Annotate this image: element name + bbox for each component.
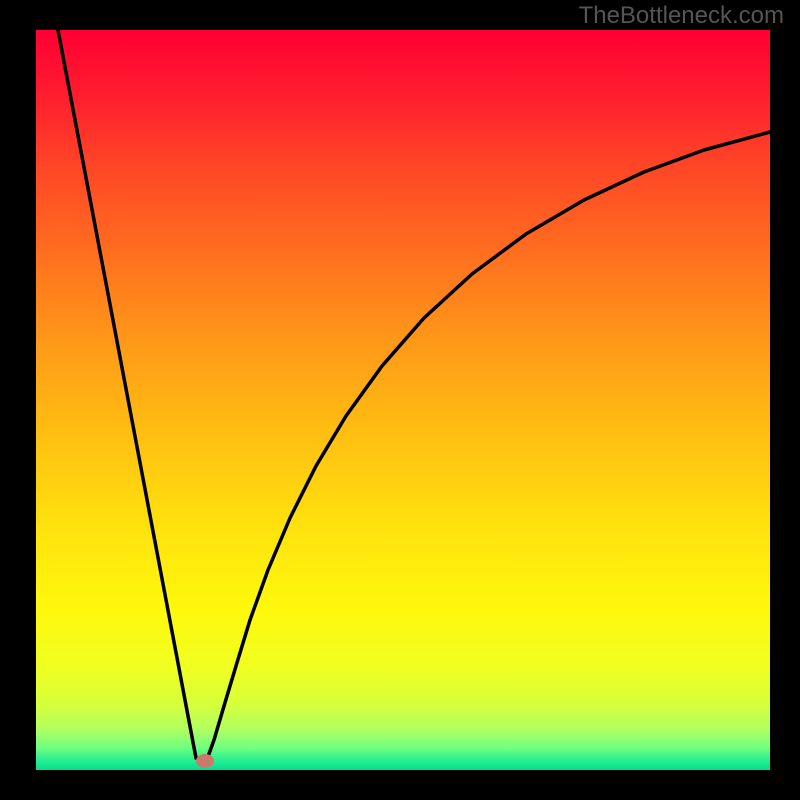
- bottleneck-curve: [0, 0, 800, 800]
- frame-right: [770, 0, 800, 800]
- frame-left: [0, 0, 36, 800]
- curve-left-branch: [58, 30, 196, 758]
- watermark-text: TheBottleneck.com: [579, 2, 784, 30]
- frame-bottom: [0, 770, 800, 800]
- curve-right-branch: [206, 132, 770, 762]
- optimum-marker: [196, 754, 214, 768]
